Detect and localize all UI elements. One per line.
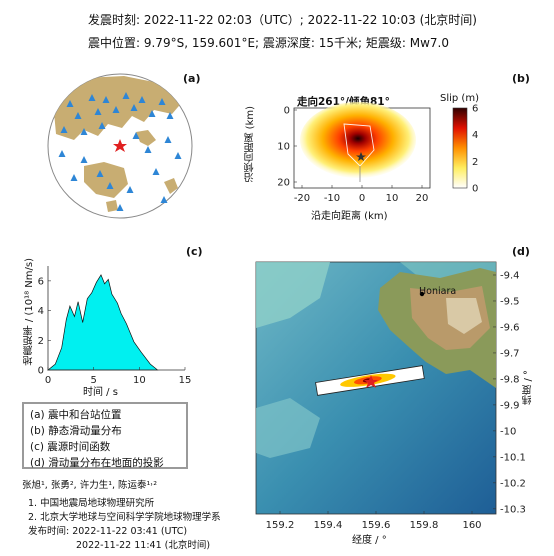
station-triangle [158, 98, 166, 105]
station-triangle [96, 170, 104, 177]
station-triangle [88, 94, 96, 101]
panel-a-label: (a) [183, 72, 201, 85]
d-xtick-label: 160 [462, 520, 481, 531]
d-ytick-label: -10.3 [500, 504, 526, 515]
legend-item-d: (d) 滑动量分布在地面的投影 [30, 457, 164, 469]
c-xtick-label: 10 [133, 375, 146, 386]
legend-item-b: (b) 静态滑动量分布 [30, 425, 122, 437]
b-ytick-label: 0 [284, 106, 290, 117]
station-triangle [148, 110, 156, 117]
latitude-axis-label: 纬度 / ° [523, 370, 534, 405]
honiara-label: Honiara [419, 286, 457, 297]
panel-legend: (a) 震中和台站位置 (b) 静态滑动量分布 (c) 震源时间函数 (d) 滑… [22, 402, 188, 469]
d-ytick-label: -9.7 [500, 348, 520, 359]
slip-colorbar [452, 107, 468, 189]
station-triangle [58, 150, 66, 157]
station-triangle [144, 146, 152, 153]
station-triangle [132, 132, 140, 139]
source-time-function-plot: 0 5 10 15 0 2 4 6 [38, 266, 192, 386]
d-ytick-label: -10 [500, 426, 516, 437]
epicenter-star [113, 139, 127, 152]
station-triangle [70, 174, 78, 181]
station-triangle [166, 112, 174, 119]
b-xtick-label: 20 [416, 193, 429, 204]
station-triangle [122, 92, 130, 99]
slip-distribution-plot: -20 -10 0 10 20 0 10 20 0 2 4 6 [277, 102, 478, 204]
hypocenter-star [356, 152, 366, 161]
time-axis-label: 时间 / s [83, 387, 118, 398]
station-triangle [80, 128, 88, 135]
c-ytick-label: 4 [38, 306, 44, 317]
b-xtick-label: -20 [294, 193, 310, 204]
d-xtick-label: 159.4 [314, 520, 343, 531]
panel-b-label: (b) [512, 72, 530, 85]
station-triangle [138, 96, 146, 103]
legend-item-c: (c) 震源时间函数 [30, 441, 111, 453]
c-xtick-label: 15 [179, 375, 192, 386]
stf-area [47, 274, 159, 371]
d-ytick-label: -9.5 [500, 296, 520, 307]
longitude-axis-label: 经度 / ° [352, 535, 387, 546]
d-ytick-label: -9.4 [500, 270, 520, 281]
colorbar-title: Slip (m) [440, 93, 479, 104]
station-triangle [98, 122, 106, 129]
release-time-beijing: 2022-11-22 11:41 (北京时间) [76, 540, 211, 551]
b-ytick-label: 20 [277, 178, 290, 189]
d-ytick-label: -9.6 [500, 322, 520, 333]
station-triangle [106, 182, 114, 189]
station-triangle [102, 96, 110, 103]
b-ytick-label: 10 [277, 142, 290, 153]
b-xtick-label: -10 [324, 193, 340, 204]
colorbar-tick-label: 4 [472, 130, 478, 141]
panel-d-label: (d) [512, 245, 530, 258]
station-triangle [164, 136, 172, 143]
d-xtick-label: 159.8 [410, 520, 439, 531]
station-triangle [80, 156, 88, 163]
release-time-utc: 发布时间: 2022-11-22 03:41 (UTC) [28, 526, 188, 537]
map-epicenter-star [364, 375, 378, 388]
honiara-marker [419, 291, 425, 297]
along-strike-label: 沿走向距离 (km) [311, 211, 388, 222]
station-triangle [130, 104, 138, 111]
station-triangle [94, 108, 102, 115]
b-xtick-label: 0 [359, 193, 365, 204]
station-triangle [160, 196, 168, 203]
d-ytick-label: -9.9 [500, 400, 520, 411]
c-ytick-label: 0 [38, 366, 44, 377]
panel-c-label: (c) [186, 245, 203, 258]
affiliation-2: 2. 北京大学地球与空间科学学院地球物理学系 [28, 512, 221, 523]
station-triangle [60, 126, 68, 133]
d-xtick-label: 159.2 [266, 520, 295, 531]
b-xtick-label: 10 [386, 193, 399, 204]
station-triangle [174, 152, 182, 159]
event-location-line: 震中位置: 9.79°S, 159.601°E; 震源深度: 15千米; 矩震级… [88, 36, 449, 50]
authors: 张旭¹, 张勇², 许力生¹, 陈运泰¹˒² [22, 480, 158, 491]
moment-rate-axis-label: 地震矩率 / (10¹⁸ Nm/s) [24, 258, 35, 366]
station-triangle [74, 112, 82, 119]
legend-item-a: (a) 震中和台站位置 [30, 409, 122, 421]
c-xtick-label: 5 [90, 375, 96, 386]
station-triangle [152, 168, 160, 175]
event-time-line: 发震时刻: 2022-11-22 02:03（UTC）; 2022-11-22 … [88, 13, 477, 27]
station-triangle [112, 106, 120, 113]
along-dip-label: 沿倾向距离 (km) [245, 106, 256, 183]
station-triangle [126, 186, 134, 193]
d-xtick-label: 159.6 [362, 520, 391, 531]
station-triangle [66, 100, 74, 107]
d-ytick-label: -10.2 [500, 478, 526, 489]
station-triangle [116, 204, 124, 211]
colorbar-tick-label: 2 [472, 157, 478, 168]
station-globe-map [47, 73, 193, 219]
c-ytick-label: 2 [38, 336, 44, 347]
c-xtick-label: 0 [45, 375, 51, 386]
c-ytick-label: 6 [38, 276, 44, 287]
colorbar-tick-label: 0 [472, 184, 478, 195]
colorbar-tick-label: 6 [472, 104, 478, 115]
slip-projection-map: 159.2 159.4 159.6 159.8 160 -9.4 -9.5 -9.6 -9.7 -… [255, 261, 526, 531]
d-ytick-label: -10.1 [500, 452, 526, 463]
affiliation-1: 1. 中国地震局地球物理研究所 [28, 498, 155, 509]
d-ytick-label: -9.8 [500, 374, 520, 385]
